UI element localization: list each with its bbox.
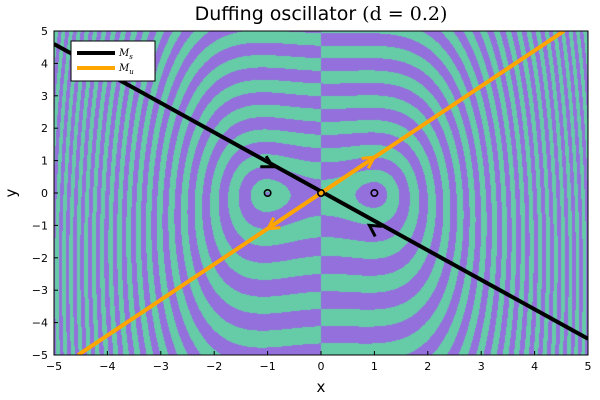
x-tick-label-8: 3 xyxy=(478,360,485,373)
legend-label-sub-0: s xyxy=(129,53,133,61)
y-tick-label-10: 5 xyxy=(41,25,48,38)
manifold-curves xyxy=(54,31,588,355)
y-tick-label-7: 2 xyxy=(41,122,48,135)
y-axis-ticks: −5 −4 −3 −2 −1 0 1 2 3 4 5 xyxy=(32,25,58,362)
equilibrium-points xyxy=(263,189,379,198)
y-tick-label-4: −1 xyxy=(32,219,48,232)
manifold-arrow-1-1 xyxy=(265,216,281,231)
y-tick-label-1: −4 xyxy=(32,317,48,330)
equilibrium-point-2 xyxy=(370,189,379,198)
legend-label-main-1: M xyxy=(118,63,130,74)
manifold-line-1 xyxy=(76,31,566,355)
y-tick-label-2: −3 xyxy=(32,284,48,297)
y-tick-label-6: 1 xyxy=(41,155,48,168)
chart-title-text: Duffing oscillator xyxy=(195,3,357,25)
legend-label-0: Ms xyxy=(118,48,133,61)
y-tick-label-9: 4 xyxy=(41,57,48,70)
y-tick-label-3: −2 xyxy=(32,252,48,265)
x-tick-label-9: 4 xyxy=(531,360,538,373)
legend-box xyxy=(70,40,156,82)
x-tick-label-6: 1 xyxy=(371,360,378,373)
legend-label-1: Mu xyxy=(118,63,134,76)
x-tick-label-10: 5 xyxy=(585,360,592,373)
x-tick-label-3: −2 xyxy=(206,360,222,373)
x-tick-label-1: −4 xyxy=(99,360,115,373)
manifold-arrow-1-0 xyxy=(361,155,377,170)
y-tick-label-8: 3 xyxy=(41,90,48,103)
x-axis-ticks: −5 −4 −3 −2 −1 0 1 2 3 4 5 xyxy=(46,351,592,373)
x-tick-label-0: −5 xyxy=(46,360,62,373)
x-tick-label-7: 2 xyxy=(424,360,431,373)
chart-title-math: (d = 0.2) xyxy=(362,3,447,25)
x-tick-label-5: 0 xyxy=(318,360,325,373)
equilibrium-point-1 xyxy=(316,189,325,198)
y-axis-label: y xyxy=(2,188,20,197)
x-tick-label-4: −1 xyxy=(259,360,275,373)
manifold-arrow-0-0 xyxy=(260,155,276,169)
chart-title: Duffing oscillator (d = 0.2) xyxy=(195,3,448,25)
manifold-arrow-0-1 xyxy=(366,223,383,238)
y-tick-label-5: 0 xyxy=(41,187,48,200)
legend-label-main-0: M xyxy=(118,48,130,59)
y-tick-label-0: −5 xyxy=(32,349,48,362)
equilibrium-point-0 xyxy=(263,189,272,198)
x-tick-label-2: −3 xyxy=(153,360,169,373)
legend-label-sub-1: u xyxy=(129,68,134,76)
x-axis-label: x xyxy=(317,378,326,396)
